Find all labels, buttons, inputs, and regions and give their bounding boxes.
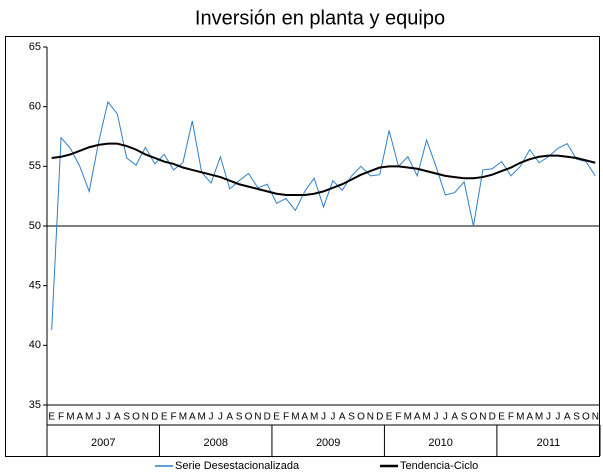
x-tick-label: J — [209, 412, 214, 423]
x-tick-label: F — [395, 412, 401, 423]
x-tick-label: E — [161, 412, 168, 423]
x-tick-label: N — [592, 412, 599, 423]
y-tick-label: 35 — [29, 399, 41, 411]
x-tick-label: E — [386, 412, 393, 423]
x-tick-label: M — [535, 412, 543, 423]
y-tick-label: 45 — [29, 280, 41, 292]
year-label: 2010 — [428, 437, 452, 449]
x-tick-label: A — [226, 412, 233, 423]
x-tick-label: S — [348, 412, 355, 423]
x-tick-label: O — [357, 412, 365, 423]
series-line — [51, 100, 596, 330]
x-tick-label: F — [170, 412, 176, 423]
x-tick-label: E — [498, 412, 505, 423]
chart-frame — [5, 36, 600, 457]
x-tick-label: J — [433, 412, 438, 423]
year-label: 2011 — [537, 437, 561, 449]
x-tick-label: O — [132, 412, 140, 423]
x-tick-label: A — [414, 412, 421, 423]
x-tick-label: E — [273, 412, 280, 423]
x-tick-label: N — [479, 412, 486, 423]
x-tick-label: A — [301, 412, 308, 423]
x-tick-label: S — [236, 412, 243, 423]
x-tick-label: J — [330, 412, 335, 423]
x-tick-label: A — [451, 412, 458, 423]
x-tick-label: N — [142, 412, 149, 423]
legend-label: Tendencia-Ciclo — [400, 460, 478, 472]
x-tick-label: M — [85, 412, 93, 423]
x-tick-label: S — [573, 412, 580, 423]
x-tick-label: D — [151, 412, 158, 423]
year-label: 2008 — [203, 437, 227, 449]
x-tick-label: J — [105, 412, 110, 423]
x-tick-label: A — [76, 412, 83, 423]
x-tick-label: D — [376, 412, 383, 423]
x-tick-label: A — [189, 412, 196, 423]
x-tick-label: E — [48, 412, 55, 423]
x-tick-label: N — [254, 412, 261, 423]
x-tick-label: D — [489, 412, 496, 423]
series-line — [51, 142, 596, 196]
y-tick-label: 65 — [29, 41, 41, 53]
x-tick-label: M — [179, 412, 187, 423]
x-tick-label: M — [516, 412, 524, 423]
x-tick-label: J — [546, 412, 551, 423]
y-tick-label: 55 — [29, 160, 41, 172]
y-tick-label: 40 — [29, 339, 41, 351]
x-tick-label: A — [114, 412, 121, 423]
x-tick-label: J — [443, 412, 448, 423]
x-tick-label: A — [564, 412, 571, 423]
x-tick-label: S — [461, 412, 468, 423]
x-tick-label: F — [283, 412, 289, 423]
x-tick-label: J — [218, 412, 223, 423]
x-tick-label: J — [96, 412, 101, 423]
x-tick-label: O — [470, 412, 478, 423]
x-tick-label: S — [123, 412, 130, 423]
y-tick-label: 60 — [29, 101, 41, 113]
year-label: 2009 — [316, 437, 340, 449]
x-tick-label: F — [58, 412, 64, 423]
x-tick-label: M — [66, 412, 74, 423]
x-tick-label: M — [422, 412, 430, 423]
x-tick-label: M — [197, 412, 205, 423]
x-tick-label: J — [555, 412, 560, 423]
chart-title: Inversión en planta y equipo — [195, 7, 445, 29]
x-tick-label: N — [367, 412, 374, 423]
legend-label: Serie Desestacionalizada — [175, 460, 300, 472]
x-tick-label: F — [508, 412, 514, 423]
x-tick-label: O — [245, 412, 253, 423]
x-tick-label: A — [526, 412, 533, 423]
y-tick-label: 50 — [29, 220, 41, 232]
x-tick-label: M — [310, 412, 318, 423]
year-label: 2007 — [91, 437, 115, 449]
x-tick-label: A — [339, 412, 346, 423]
x-tick-label: M — [291, 412, 299, 423]
x-tick-label: J — [321, 412, 326, 423]
x-tick-label: D — [264, 412, 271, 423]
x-tick-label: O — [582, 412, 590, 423]
x-tick-label: M — [404, 412, 412, 423]
